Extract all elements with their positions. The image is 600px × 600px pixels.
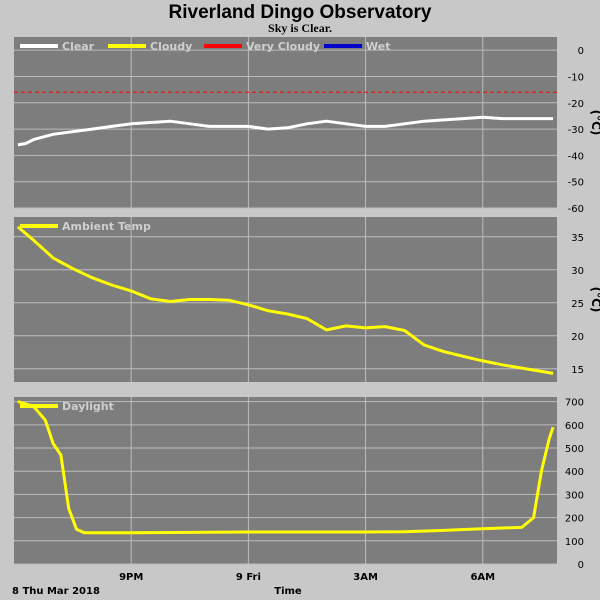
panel-daylight-ytick-0: 700 [565,398,584,409]
panel-daylight-ytick-7: 0 [578,560,584,571]
panel-daylight-ytick-4: 300 [565,490,584,501]
chart-subtitle: Sky is Clear. [268,21,332,35]
legend-label-sky-2: Very Cloudy [246,40,320,53]
panel-ambient-ytick-2: 25 [571,299,584,310]
x-tick-label-2: 3AM [353,572,378,583]
legend-label-sky-0: Clear [62,40,95,53]
panel-daylight-ytick-2: 500 [565,444,584,455]
panel-sky-ytick-2: -20 [568,99,584,110]
panel-sky-ytick-6: -60 [568,204,584,215]
panel-daylight-background [14,397,557,564]
panel-ambient-ytick-3: 20 [571,332,584,343]
chart-panels: 0 -10 -20 -30 -40 -50 -60 (°C) Clear Cloudy Very C… [14,37,600,571]
x-axis-label: Time [274,586,302,597]
panel-sky-ytick-5: -50 [568,178,584,189]
panel-daylight-ytick-3: 400 [565,467,584,478]
panel-sky-ytick-1: -10 [568,72,584,83]
panel-daylight-ytick-5: 200 [565,514,584,525]
panel-ambient-ytick-4: 15 [571,365,584,376]
legend-label-sky-1: Cloudy [150,40,192,53]
legend-label-daylight-0: Daylight [62,400,114,413]
x-axis-start-date: 8 Thu Mar 2018 [12,586,100,597]
panel-sky-background [14,37,557,208]
panel-sky-ytick-4: -40 [568,151,584,162]
legend-label-ambient-0: Ambient Temp [62,220,151,233]
x-tick-label-3: 6AM [470,572,495,583]
panel-sky-ytick-3: -30 [568,125,584,136]
panel-ambient: 35 30 25 20 15 (°C) Ambient Temp [14,217,600,382]
chart-title: Riverland Dingo Observatory [169,2,432,23]
series-line-sky-0 [17,115,554,147]
panel-daylight-ytick-6: 100 [565,537,584,548]
x-tick-label-1: 9 Fri [236,572,261,583]
panel-daylight-ytick-1: 600 [565,421,584,432]
x-axis: 9PM 9 Fri 3AM 6AM [119,572,495,583]
panel-ambient-ytick-0: 35 [571,233,584,244]
panel-ambient-ytick-1: 30 [571,266,584,277]
series-line-ambient-0 [16,225,554,375]
panel-sky: 0 -10 -20 -30 -40 -50 -60 (°C) Clear Cloudy Very C… [14,37,600,215]
panel-sky-unit: (°C) [589,110,600,136]
legend-label-sky-3: Wet [366,40,390,53]
panel-sky-ytick-0: 0 [578,46,584,57]
panel-ambient-unit: (°C) [589,287,600,313]
panel-ambient-background [14,217,557,382]
panel-daylight: 700 600 500 400 300 200 100 0 Daylight [14,397,584,571]
x-tick-label-0: 9PM [119,572,143,583]
series-line-daylight-0 [17,400,555,535]
